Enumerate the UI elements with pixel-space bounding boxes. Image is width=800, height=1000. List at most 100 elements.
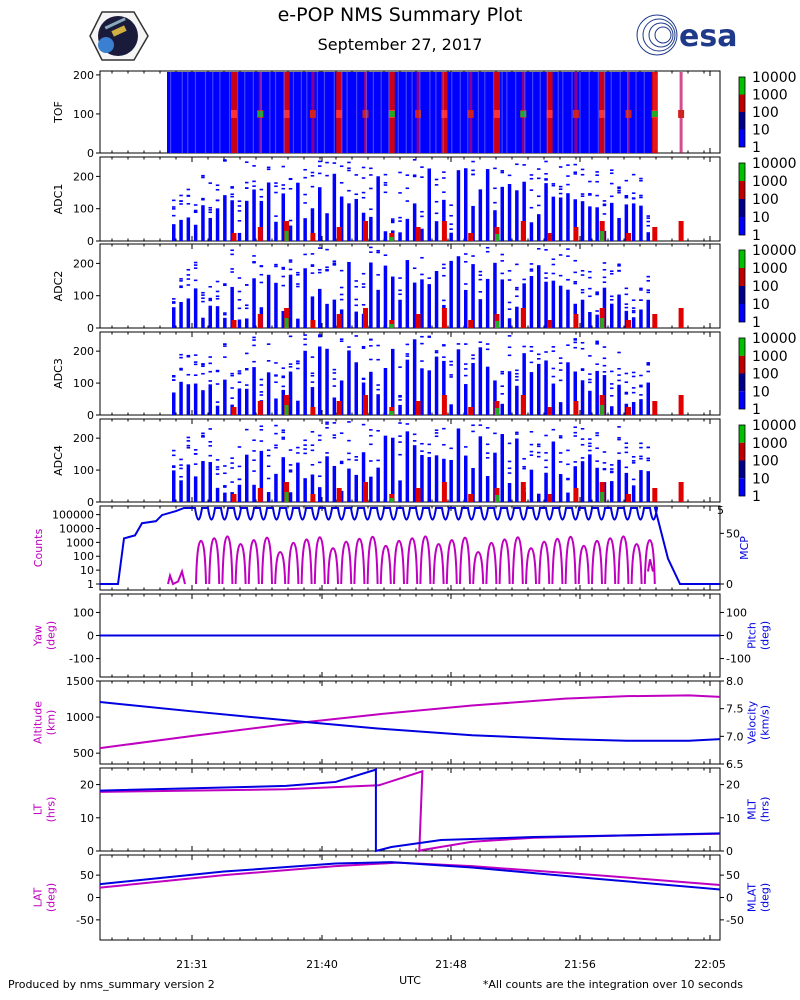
adc-count-column [391, 437, 395, 502]
adc-count-column [449, 459, 453, 502]
axis-label-line: Counts [32, 529, 45, 568]
adc-count-dash [179, 458, 183, 461]
adc-count-column [215, 306, 220, 328]
adc-count-column [507, 371, 512, 415]
adc-count-column [259, 450, 264, 502]
adc-count-dash [412, 267, 417, 270]
adc-count-dash [201, 300, 205, 303]
adc-count-dash [558, 357, 563, 359]
adc-count-dash [208, 428, 212, 430]
adc-count-dash [237, 290, 242, 293]
adc-count-column [172, 307, 176, 328]
adc-count-dash [507, 335, 512, 337]
adc-count-dash [624, 381, 629, 383]
adc-count-column [595, 467, 599, 502]
adc-count-dash [288, 464, 293, 466]
adc-count-dash [303, 168, 307, 171]
adc-count-dash [369, 443, 373, 446]
adc-count-dash [398, 171, 402, 174]
adc-count-dash [259, 281, 264, 284]
adc-count-column [208, 217, 212, 241]
adc-count-column [631, 203, 636, 241]
adc-count-dash [507, 174, 512, 177]
adc-count-column [639, 205, 643, 241]
y-tick-label: 0 [87, 322, 94, 335]
adc-count-dash [442, 274, 446, 277]
adc-count-dash [245, 284, 249, 286]
adc-count-column [179, 480, 183, 502]
adc-count-column [186, 217, 191, 241]
adc-count-column [646, 471, 650, 502]
adc-count-dash [500, 372, 504, 375]
adc-count-dash [442, 356, 446, 358]
colorbar-tick-label: 10000 [752, 70, 797, 86]
adc-count-dash [179, 356, 183, 359]
axis-label-line: (hrs) [759, 797, 772, 823]
adc-count-dash [588, 373, 592, 375]
adc-count-column [296, 462, 300, 502]
adc-count-dash [588, 442, 592, 445]
y-tick-label: 200 [73, 432, 94, 445]
adc-count-column [515, 190, 519, 241]
adc-count-dash [588, 193, 592, 195]
adc-peak-green [284, 492, 289, 502]
adc-peak-cell [441, 395, 447, 415]
adc-count-column [610, 406, 614, 415]
adc-peak-cell [652, 401, 658, 415]
adc-count-dash [318, 160, 322, 163]
adc-peak-cell [415, 227, 421, 241]
adc-count-column [471, 467, 475, 502]
tof-faint-stripe [170, 72, 172, 153]
adc-count-column [252, 367, 256, 415]
y-tick-label: 0 [87, 630, 94, 643]
adc-count-dash [318, 165, 322, 167]
adc-count-column [354, 362, 358, 415]
adc-count-column [281, 310, 285, 328]
adc-count-dash [310, 253, 315, 255]
adc-count-dash [610, 464, 614, 466]
adc-count-dash [464, 374, 468, 377]
adc-count-dash [500, 272, 504, 275]
adc-count-dash [537, 168, 541, 170]
adc-count-dash [179, 203, 183, 205]
series-line-velocity [99, 701, 721, 742]
adc-count-dash [215, 297, 220, 300]
adc-peak-cell [336, 488, 342, 502]
adc-count-dash [259, 188, 264, 191]
adc-count-column [369, 476, 373, 502]
adc-peak-green [284, 231, 289, 241]
axis-label-line: MLT [746, 799, 759, 820]
adc-count-dash [186, 268, 191, 271]
adc-count-dash [172, 214, 176, 217]
adc-count-column [449, 232, 453, 241]
adc-count-dash [245, 161, 249, 163]
adc-count-dash [193, 279, 198, 282]
y-tick-label: 50 [726, 869, 740, 882]
axis-label: LT(hrs) [32, 797, 58, 823]
adc-count-dash [551, 428, 556, 431]
adc-count-dash [537, 451, 541, 454]
adc-count-column [303, 350, 307, 415]
tof-faint-stripe [546, 72, 548, 153]
colorbar-segment [739, 268, 745, 286]
y-tick-label: 6.5 [726, 758, 744, 771]
tof-faint-stripe [260, 72, 262, 153]
adc-count-dash [442, 267, 446, 269]
adc-count-column [485, 366, 490, 415]
adc-count-dash [478, 278, 483, 281]
adc-count-dash [266, 465, 271, 468]
adc-count-column [252, 189, 256, 241]
adc-count-dash [442, 427, 446, 430]
adc-count-column [529, 276, 534, 328]
adc-count-dash [303, 253, 307, 256]
axis-label: Altitude(km) [32, 701, 58, 744]
adc-count-dash [646, 363, 650, 366]
adc-count-dash [245, 384, 249, 386]
adc-count-dash [266, 449, 271, 452]
adc-count-dash [449, 204, 453, 207]
adc-count-dash [617, 265, 621, 267]
adc-count-dash [544, 160, 548, 163]
adc-count-dash [252, 165, 256, 167]
adc-count-dash [398, 453, 402, 456]
colorbar-tick-label: 1000 [752, 349, 788, 365]
